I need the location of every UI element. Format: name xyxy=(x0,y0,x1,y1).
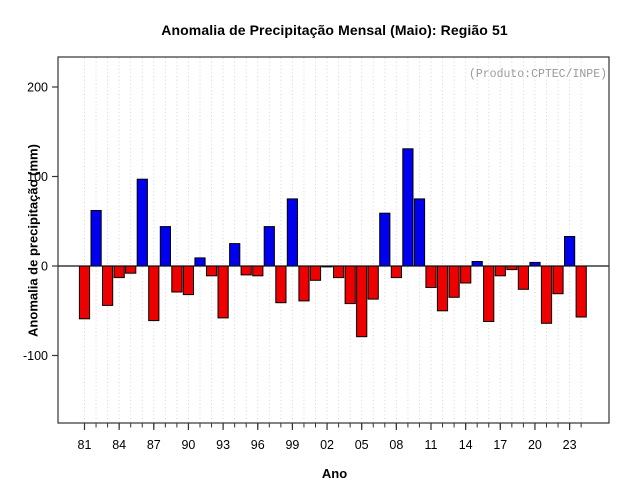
bar-2007 xyxy=(379,212,391,267)
bar-2014 xyxy=(460,265,472,284)
bar-2023 xyxy=(564,236,576,267)
bar-1996 xyxy=(252,265,264,277)
x-axis-label: Ano xyxy=(321,466,348,481)
bar-2021 xyxy=(540,265,553,324)
bar-2015 xyxy=(471,261,483,267)
x-tick-label-1984: 84 xyxy=(112,438,126,452)
x-tick-label-2020: 20 xyxy=(528,438,542,452)
bar-1998 xyxy=(275,265,287,304)
bar-1985 xyxy=(125,265,137,274)
bar-2016 xyxy=(483,265,495,322)
bar-1981 xyxy=(78,265,91,320)
bar-2000 xyxy=(298,265,310,302)
bar-2009 xyxy=(402,148,414,267)
bar-2019 xyxy=(517,265,529,290)
bar-1983 xyxy=(102,265,114,306)
bar-1995 xyxy=(240,265,252,276)
bar-1997 xyxy=(263,226,275,267)
bar-2003 xyxy=(333,265,345,279)
bar-2005 xyxy=(356,265,368,338)
bar-1993 xyxy=(217,265,229,319)
chart-title: Anomalia de Precipitação Mensal (Maio): … xyxy=(161,22,508,38)
y-tick-label-0: 0 xyxy=(41,260,48,274)
bar-2001 xyxy=(309,265,322,281)
x-tick-label-2008: 08 xyxy=(389,438,403,452)
x-tick-label-1990: 90 xyxy=(181,438,195,452)
x-tick-label-1993: 93 xyxy=(216,438,230,452)
bar-1986 xyxy=(136,178,148,267)
x-tick-label-2014: 14 xyxy=(459,438,473,452)
bar-2024 xyxy=(575,265,587,318)
y-tick-label-100: 100 xyxy=(27,170,48,184)
bar-2013 xyxy=(448,265,460,298)
bar-2010 xyxy=(413,198,426,267)
bar-1982 xyxy=(90,210,102,267)
bar-2011 xyxy=(425,265,437,288)
y-tick-label--100: -100 xyxy=(23,349,48,363)
x-tick-label-2005: 05 xyxy=(355,438,369,452)
x-tick-label-1987: 87 xyxy=(147,438,161,452)
bar-2006 xyxy=(367,265,379,300)
bar-1988 xyxy=(159,226,172,267)
x-tick-label-2017: 17 xyxy=(493,438,507,452)
bar-1990 xyxy=(182,265,195,296)
x-tick-label-1999: 99 xyxy=(285,438,299,452)
bar-2004 xyxy=(344,265,356,305)
plot-box xyxy=(57,56,610,424)
x-tick-label-2002: 02 xyxy=(320,438,334,452)
bar-1984 xyxy=(113,265,125,279)
bar-2012 xyxy=(436,265,449,312)
x-tick-label-2023: 23 xyxy=(563,438,577,452)
bar-1994 xyxy=(229,243,241,267)
y-tick-label-200: 200 xyxy=(27,81,48,95)
bar-2008 xyxy=(390,265,402,279)
x-tick-label-1996: 96 xyxy=(251,438,265,452)
bar-2022 xyxy=(552,265,564,295)
bar-1987 xyxy=(148,265,160,322)
source-annotation: (Produto:CPTEC/INPE) xyxy=(468,68,607,81)
bar-2017 xyxy=(494,265,506,277)
x-tick-label-1981: 81 xyxy=(78,438,92,452)
bar-1989 xyxy=(171,265,183,293)
bar-1991 xyxy=(194,257,206,267)
x-tick-label-2011: 11 xyxy=(425,438,438,452)
bar-1999 xyxy=(286,198,298,267)
bar-1992 xyxy=(206,265,218,277)
